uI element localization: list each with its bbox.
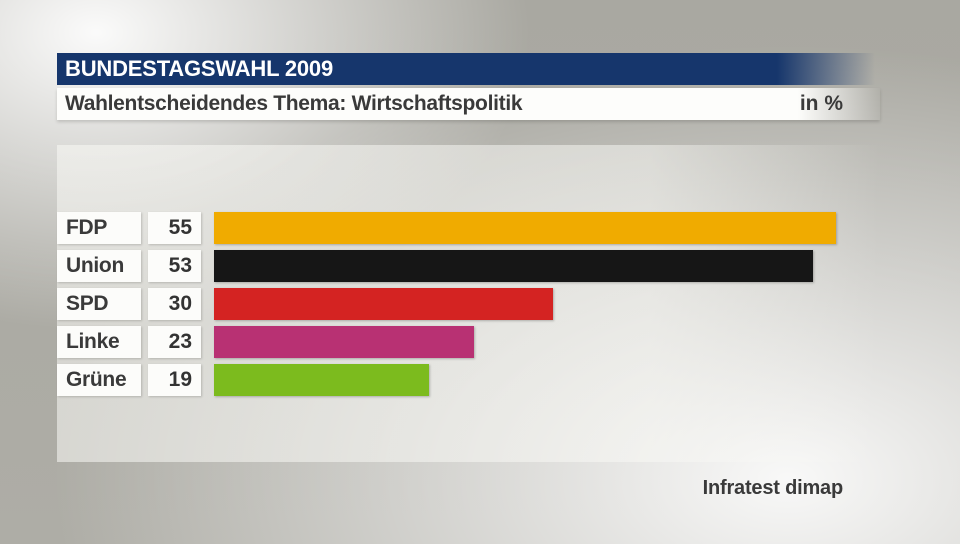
chart-row: Linke 23 [57, 326, 836, 358]
chart-row: Grüne 19 [57, 364, 836, 396]
bar [214, 212, 836, 244]
unit-label: in % [799, 92, 843, 115]
party-label: Union [66, 254, 124, 277]
value-label: 23 [168, 330, 192, 353]
subtitle-bar: Wahlentscheidendes Thema: Wirtschaftspol… [57, 88, 880, 120]
value-label: 19 [168, 368, 192, 391]
value-label: 55 [168, 216, 192, 239]
party-label-box: Linke [57, 326, 141, 358]
value-label: 53 [168, 254, 192, 277]
bar-chart: FDP 55 Union 53 SPD 30 [57, 212, 836, 402]
title-bar-background [57, 53, 875, 85]
party-label-box: SPD [57, 288, 141, 320]
value-box: 55 [148, 212, 201, 244]
chart-row: Union 53 [57, 250, 836, 282]
party-label-box: FDP [57, 212, 141, 244]
subtitle-bar-background [57, 88, 880, 120]
value-box: 53 [148, 250, 201, 282]
chart-row: SPD 30 [57, 288, 836, 320]
chart-row: FDP 55 [57, 212, 836, 244]
source-credit: Infratest dimap [702, 477, 844, 499]
chart-subtitle: Wahlentscheidendes Thema: Wirtschaftspol… [65, 92, 523, 115]
value-label: 30 [168, 292, 192, 315]
value-box: 23 [148, 326, 201, 358]
party-label-box: Grüne [57, 364, 141, 396]
party-label: FDP [66, 216, 108, 239]
party-label: SPD [66, 292, 109, 315]
bar [214, 288, 553, 320]
value-box: 19 [148, 364, 201, 396]
party-label: Linke [66, 330, 120, 353]
bar [214, 364, 429, 396]
title-bar: BUNDESTAGSWAHL 2009 [57, 53, 875, 85]
party-label-box: Union [57, 250, 141, 282]
page-title: BUNDESTAGSWAHL 2009 [65, 56, 333, 81]
value-box: 30 [148, 288, 201, 320]
party-label: Grüne [66, 368, 127, 391]
bar [214, 326, 474, 358]
bar [214, 250, 813, 282]
